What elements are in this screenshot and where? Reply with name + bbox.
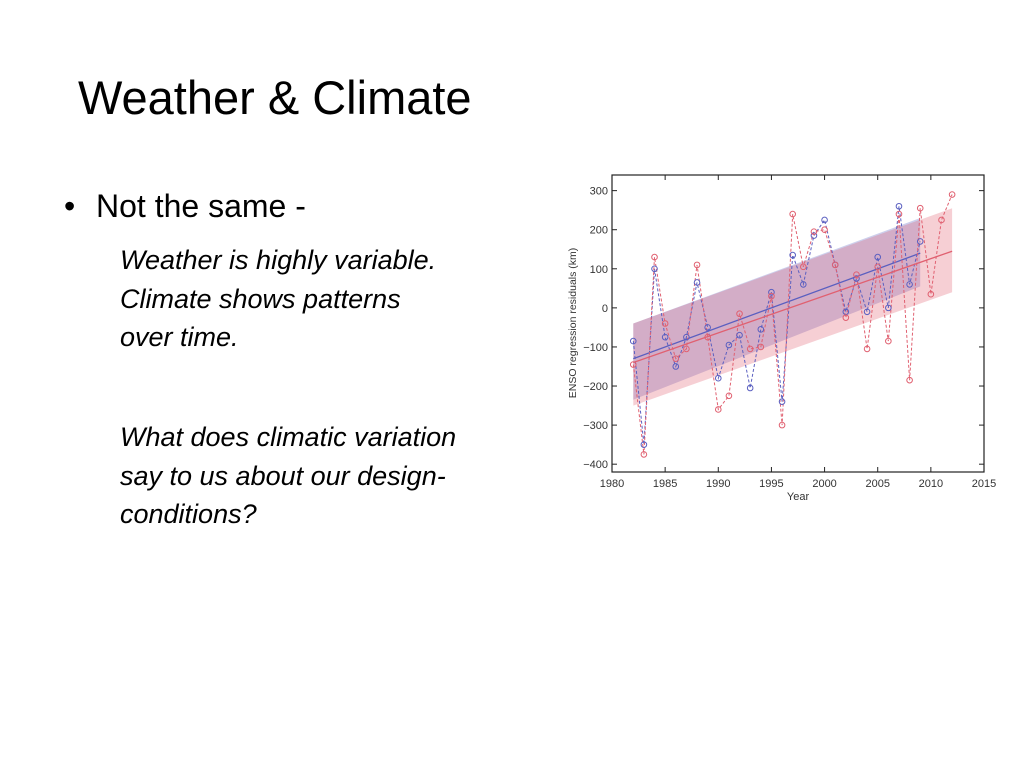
y-tick-label: −300 [583,420,608,432]
data-point [757,326,765,333]
data-point [629,337,637,345]
data-point [640,451,648,458]
y-tick-label: −100 [583,342,608,354]
data-point [693,261,701,269]
data-point [640,441,648,448]
confidence-band-1 [633,218,921,400]
data-point [661,320,669,327]
data-point [768,288,775,296]
data-point [629,361,637,368]
x-tick-label: 1985 [653,478,677,490]
data-point [885,304,892,312]
y-tick-label: −200 [583,381,608,393]
bullet-dot: • [64,188,76,224]
data-point [725,392,733,400]
data-point [927,290,935,298]
data-point [842,314,850,321]
data-point [831,261,839,269]
data-point [789,210,796,218]
data-point [661,333,669,341]
data-point [683,333,690,341]
data-point [778,398,786,405]
x-tick-label: 1995 [759,478,783,490]
data-point [906,281,913,288]
data-point [746,384,754,392]
data-point [916,204,924,212]
data-point [757,343,765,351]
paragraph-line: conditions? [120,499,257,529]
data-point [938,216,945,224]
paragraph-line: What does climatic variation [120,422,457,452]
x-axis-label: Year [787,491,810,503]
question-paragraph: What does climatic variation say to us a… [120,418,540,534]
x-tick-label: 2005 [865,478,889,490]
data-point [874,253,882,261]
y-tick-label: −400 [583,459,608,471]
trend-line-2 [633,250,953,364]
data-point [916,238,924,245]
data-point [704,324,711,331]
data-point [683,345,690,353]
weather-paragraph: Weather is highly variable. Climate show… [120,241,540,357]
data-point [863,308,871,316]
plot-frame [611,174,985,473]
data-point [736,310,743,318]
series-line-1 [632,206,921,445]
data-point [800,263,807,271]
data-point [863,345,871,353]
data-point [778,421,786,429]
data-point [672,355,680,362]
x-tick-label: 2015 [972,478,996,490]
data-point [906,376,913,384]
y-tick-label: 300 [590,186,608,198]
data-point [895,202,903,210]
x-tick-label: 2010 [919,478,943,490]
data-point [651,253,658,261]
series-line-2 [632,194,953,455]
paragraph-line: say to us about our design- [120,460,446,491]
data-point [725,341,733,349]
data-point [800,281,807,288]
data-point [874,263,882,271]
data-point [885,337,892,345]
data-point [821,216,828,224]
data-point [853,271,860,278]
data-point [714,406,722,413]
data-point [704,333,711,341]
data-point [810,228,818,235]
paragraph-line: Climate shows patterns [120,283,401,314]
x-tick-label: 1990 [706,478,730,490]
data-point [810,232,818,239]
data-point [693,279,701,286]
y-tick-label: 0 [602,303,608,315]
y-axis-label: ENSO regression residuals (km) [567,248,579,399]
data-point [789,251,796,259]
x-tick-label: 2000 [812,478,836,490]
enso-residuals-chart: 1980 1985 1990 1995 2000 2005 2010 2015−400−300… [567,174,996,503]
data-point [948,191,956,198]
data-point [736,331,743,339]
x-tick-label: 1980 [600,478,624,490]
data-point [672,363,680,370]
data-point [895,210,903,218]
data-point [746,345,754,353]
data-point [853,275,860,282]
slide-title: Weather & Climate [78,71,472,124]
data-point [768,292,775,300]
bullet-text: Not the same - [96,188,306,224]
y-tick-label: 100 [590,264,608,276]
y-tick-label: 200 [590,225,608,237]
data-point [821,226,828,234]
trend-line-1 [633,252,921,360]
paragraph-line: over time. [120,322,239,352]
data-point [651,265,658,273]
paragraph-line: Weather is highly variable. [120,245,437,275]
bullet-item: • Not the same - [64,186,306,226]
data-point [714,374,722,382]
